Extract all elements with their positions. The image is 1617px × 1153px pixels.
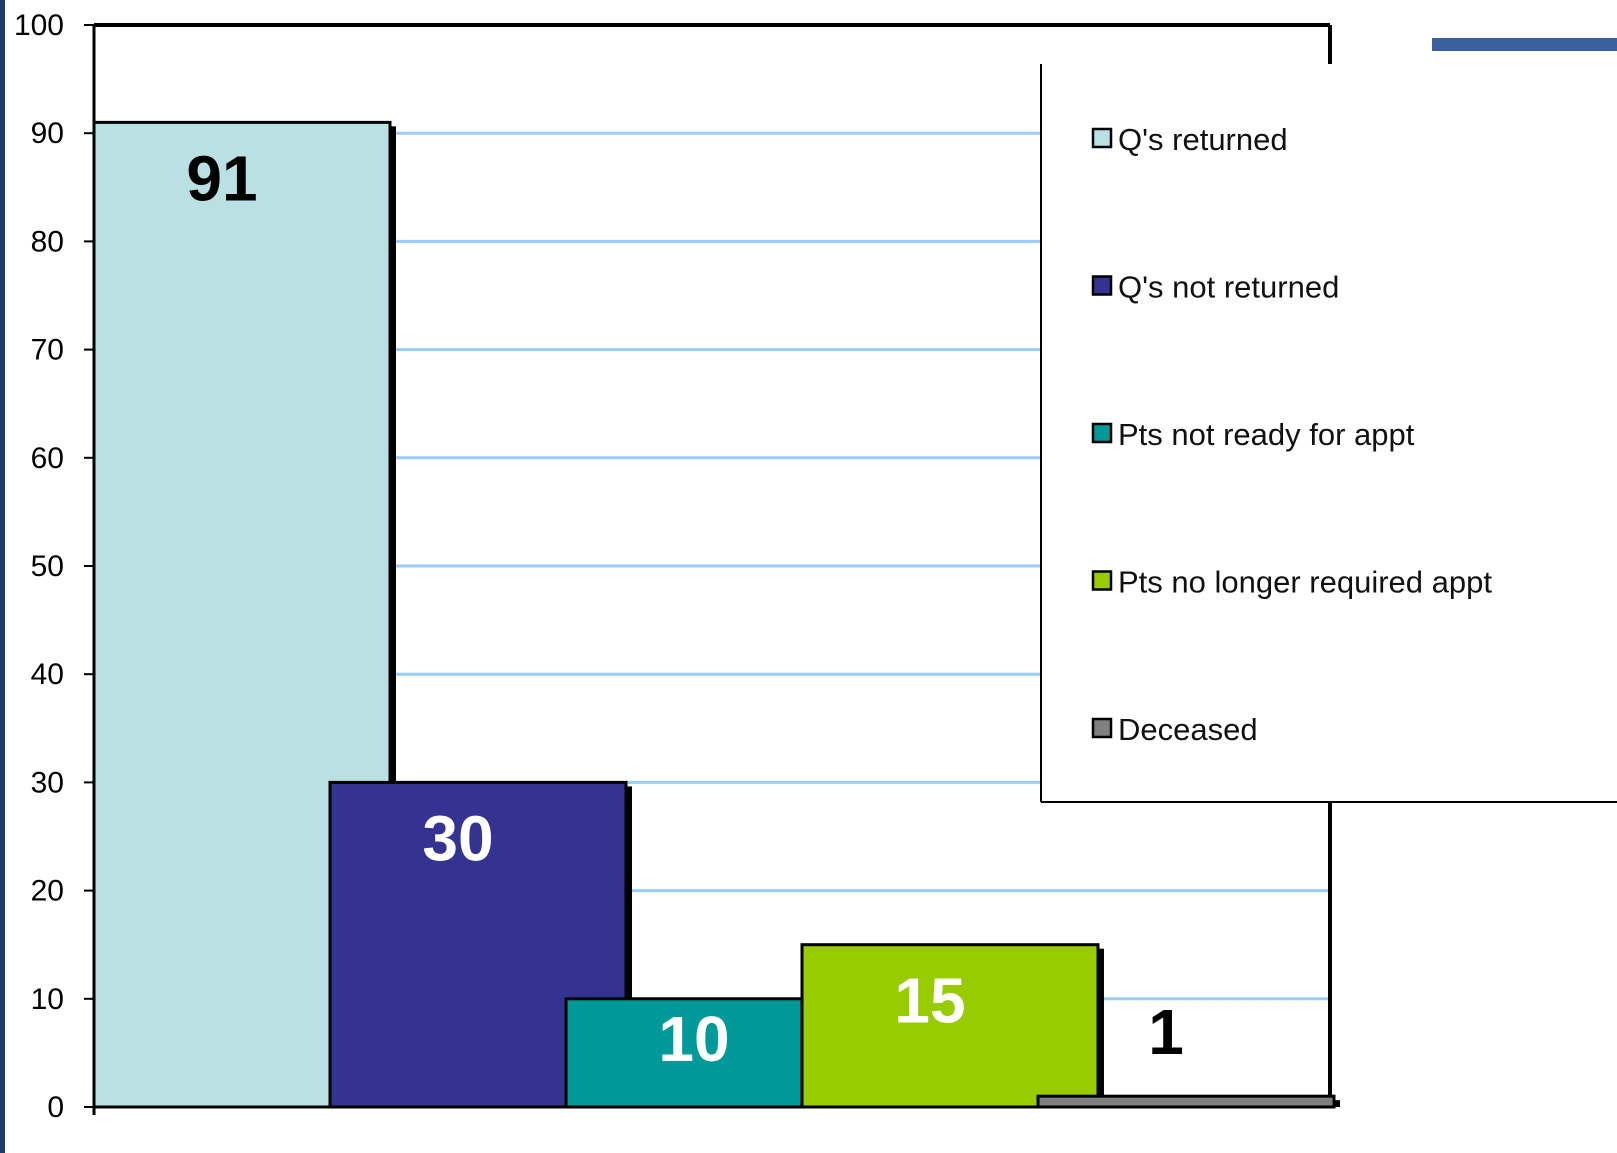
value-label: 10 bbox=[658, 1003, 729, 1075]
y-tick-label: 90 bbox=[31, 117, 64, 150]
bar-shadow bbox=[626, 786, 632, 1107]
value-label: 91 bbox=[186, 142, 257, 214]
legend-entry-label: Pts not ready for appt bbox=[1118, 417, 1415, 452]
bar-rect bbox=[1036, 1094, 1336, 1109]
legend-swatch bbox=[1091, 127, 1113, 149]
header-rule bbox=[1432, 38, 1617, 51]
bar-4 bbox=[800, 943, 1104, 1109]
legend-swatch bbox=[1091, 570, 1113, 591]
y-tick-label: 20 bbox=[31, 875, 64, 908]
bar-rect bbox=[800, 943, 1100, 1109]
value-label: 15 bbox=[894, 965, 965, 1037]
y-tick-label: 100 bbox=[14, 9, 64, 42]
bar-shadow bbox=[1334, 1100, 1340, 1107]
value-label: 30 bbox=[422, 802, 493, 874]
legend-swatch bbox=[1091, 422, 1113, 444]
value-label: 1 bbox=[1148, 996, 1184, 1068]
y-tick-label: 60 bbox=[31, 442, 64, 475]
bar-5 bbox=[1036, 1094, 1340, 1109]
bar-2 bbox=[328, 780, 632, 1109]
y-tick-label: 70 bbox=[31, 334, 64, 367]
page-edge-strip bbox=[0, 0, 5, 1153]
legend-entry-label: Q's returned bbox=[1118, 122, 1288, 157]
legend-swatch bbox=[1091, 275, 1113, 296]
y-tick-label: 30 bbox=[31, 766, 64, 799]
legend-entry-label: Deceased bbox=[1118, 712, 1258, 747]
legend-box bbox=[1041, 64, 1617, 802]
y-tick-label: 10 bbox=[31, 983, 64, 1016]
bar-shadow bbox=[1098, 948, 1104, 1107]
y-tick-label: 50 bbox=[31, 550, 64, 583]
legend-entry-label: Pts no longer required appt bbox=[1118, 565, 1492, 600]
legend-entry-label: Q's not returned bbox=[1118, 270, 1339, 305]
y-tick-label: 80 bbox=[31, 225, 64, 258]
y-tick-label: 40 bbox=[31, 658, 64, 691]
bar-shadow bbox=[390, 126, 396, 1107]
y-tick-label: 0 bbox=[47, 1091, 64, 1124]
legend-swatch bbox=[1091, 717, 1113, 739]
